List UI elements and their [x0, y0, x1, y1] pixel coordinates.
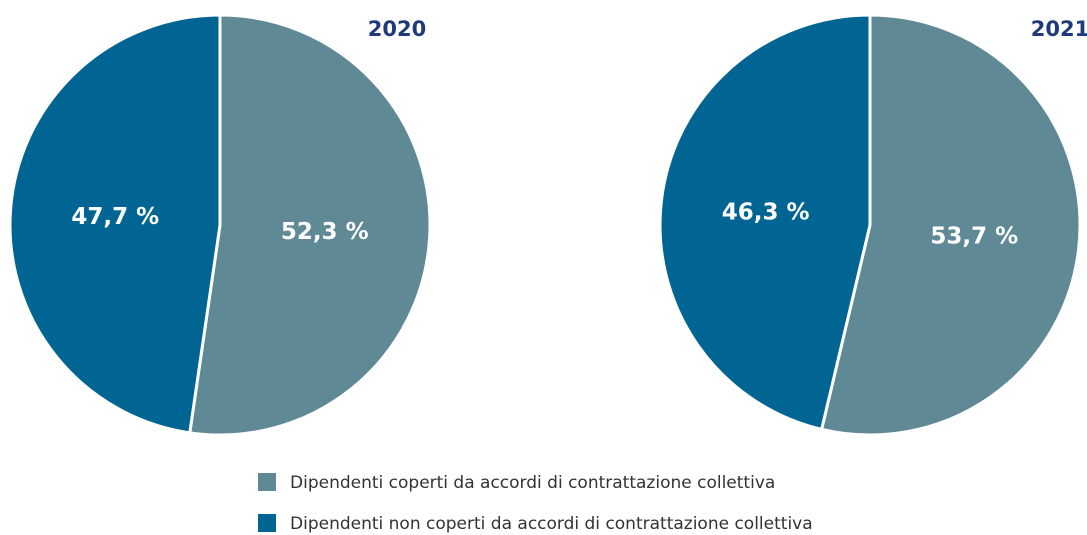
value-label: 52,3 %	[281, 219, 369, 245]
value-label: 53,7 %	[930, 224, 1018, 250]
pie-slice	[188, 13, 432, 437]
legend-swatch	[258, 514, 276, 532]
pie-slice	[8, 13, 222, 435]
legend-label: Dipendenti non coperti da accordi di con…	[290, 514, 813, 534]
legend-label: Dipendenti coperti da accordi di contrat…	[290, 473, 775, 493]
pie-slice	[819, 13, 1082, 437]
pie-slice	[658, 13, 872, 432]
legend-swatch	[258, 473, 276, 491]
value-label: 46,3 %	[722, 199, 810, 225]
chart-title: 2021	[1031, 17, 1087, 41]
value-label: 47,7 %	[71, 204, 159, 230]
chart-title: 2020	[368, 17, 426, 41]
